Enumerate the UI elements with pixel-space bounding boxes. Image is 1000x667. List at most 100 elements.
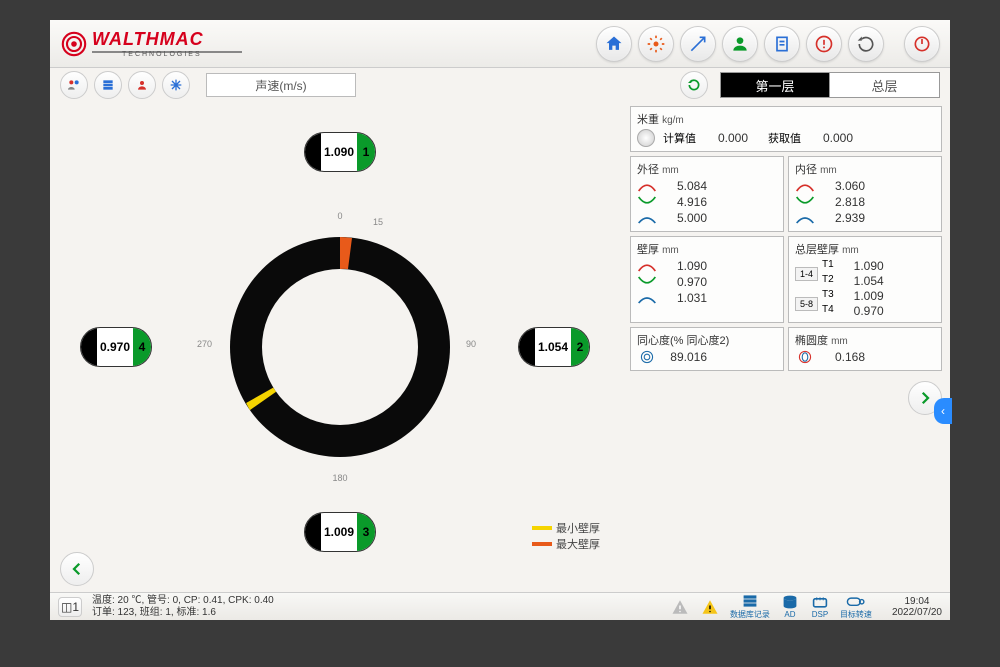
clock: 19:04 2022/07/20 [892,596,942,618]
t3-value: 1.009 [840,289,884,303]
clock-date: 2022/07/20 [892,607,942,618]
avg-curve-icon [637,291,657,305]
legend-min-label: 最小壁厚 [556,520,600,536]
measure-button[interactable] [680,26,716,62]
speed-input[interactable]: 声速(m/s) [206,73,356,97]
header: WALTHMAC TECHNOLOGIES [50,20,950,68]
reading-4-value: 0.970 [97,328,133,366]
legend: 最小壁厚 最大壁厚 [532,520,600,552]
reading-pos-4[interactable]: 0.9704 [80,327,152,367]
reading-pos-3[interactable]: 1.0093 [304,512,376,552]
max-curve-icon [637,259,657,273]
outer-avg: 5.000 [663,211,707,225]
weight-indicator-icon [637,129,655,147]
concentric-icon [637,350,657,364]
weight-get-label: 获取值 [768,130,801,146]
clipboard-button[interactable] [764,26,800,62]
panel-wall-thickness: 壁厚 mm 1.090 0.970 1.031 [630,236,784,323]
reading-pos-2[interactable]: 1.0542 [518,327,590,367]
max-curve-icon [637,179,657,193]
cycle-button[interactable] [848,26,884,62]
wall-max: 1.090 [663,259,707,273]
oval-icon [795,350,815,364]
wall-min: 0.970 [663,275,707,289]
person-icon-button[interactable] [128,71,156,99]
reading-3-value: 1.009 [321,513,357,551]
t4-value: 0.970 [840,304,884,318]
users-icon-button[interactable] [60,71,88,99]
tab-layer-total[interactable]: 总层 [830,72,940,98]
reading-3-index: 3 [357,513,375,551]
max-curve-icon [795,179,815,193]
reading-1-index: 1 [357,133,375,171]
group-1-4-button[interactable]: 1-4 [795,267,818,281]
footer-dsp-button[interactable]: DSP [810,594,830,619]
min-curve-icon [637,275,657,289]
stack-icon-button[interactable] [94,71,122,99]
weight-calc-value: 0.000 [704,131,748,145]
spark-icon-button[interactable] [162,71,190,99]
reading-4-index: 4 [133,328,151,366]
svg-text:270: 270 [197,339,212,349]
logo-swirl-icon [60,30,88,58]
oval-value: 0.168 [821,350,865,364]
speed-label: 声速(m/s) [255,77,306,94]
reading-pos-1[interactable]: 1.0901 [304,132,376,172]
wall-avg: 1.031 [663,291,707,305]
status-bar: ◫1 温度: 20 ℃, 管号: 0, CP: 0.41, CPK: 0.40 … [50,592,950,620]
user-button[interactable] [722,26,758,62]
svg-text:180: 180 [332,473,347,483]
logo-subtext: TECHNOLOGIES [122,51,242,58]
clock-time: 19:04 [892,596,942,607]
warning-yellow-icon[interactable] [700,598,720,616]
weight-get-value: 0.000 [809,131,853,145]
status-text: 温度: 20 ℃, 管号: 0, CP: 0.41, CPK: 0.40 订单:… [92,595,274,619]
window-icon[interactable]: ◫1 [58,597,82,617]
weight-calc-label: 计算值 [663,130,696,146]
legend-min-swatch [532,526,552,530]
layer-tabs: 第一层 总层 [720,72,940,98]
concentric-value: 89.016 [663,350,707,364]
side-expand-tab[interactable]: ‹ [934,398,952,424]
min-curve-icon [795,195,815,209]
panel-total-wall: 总层壁厚 mm 1-4 5-8 T11.090 T21.054 T31.009 … [788,236,942,323]
avg-curve-icon [795,211,815,225]
outer-max: 5.084 [663,179,707,193]
t2-value: 1.054 [840,274,884,288]
tab-layer-1[interactable]: 第一层 [720,72,830,98]
logo-text: WALTHMAC [92,29,242,50]
toolbar: 声速(m/s) 第一层 总层 [50,68,950,102]
power-button[interactable] [904,26,940,62]
svg-text:15: 15 [373,217,383,227]
footer-db-button[interactable]: 数据库记录 [730,593,770,620]
svg-text:90: 90 [466,339,476,349]
outer-min: 4.916 [663,195,707,209]
logo: WALTHMAC TECHNOLOGIES [60,29,242,58]
alert-button[interactable] [806,26,842,62]
reading-2-index: 2 [571,328,589,366]
home-button[interactable] [596,26,632,62]
panel-weight: 米重 kg/m 计算值 0.000 获取值 0.000 [630,106,942,152]
reading-1-value: 1.090 [321,133,357,171]
settings-button[interactable] [638,26,674,62]
panel-inner-diameter: 内径 mm 3.060 2.818 2.939 [788,156,942,232]
inner-avg: 2.939 [821,211,865,225]
refresh-button[interactable] [680,71,708,99]
gauge-area: 0 15 90 180 270 [50,102,630,592]
footer-motor-button[interactable]: 目标转速 [840,593,872,620]
data-panels: 米重 kg/m 计算值 0.000 获取值 0.000 外径 mm 5.084 … [630,102,950,592]
min-curve-icon [637,195,657,209]
legend-max-label: 最大壁厚 [556,536,600,552]
panel-concentricity: 同心度(% 同心度2) 89.016 [630,327,784,371]
svg-text:0: 0 [337,211,342,221]
panel-ovality: 椭圆度 mm 0.168 [788,327,942,371]
reading-2-value: 1.054 [535,328,571,366]
group-5-8-button[interactable]: 5-8 [795,297,818,311]
inner-min: 2.818 [821,195,865,209]
t1-value: 1.090 [840,259,884,273]
thickness-ring: 0 15 90 180 270 [190,197,490,497]
panel-outer-diameter: 外径 mm 5.084 4.916 5.000 [630,156,784,232]
prev-button[interactable] [60,552,94,586]
footer-ad-button[interactable]: AD [780,594,800,619]
warning-grey-icon [670,598,690,616]
